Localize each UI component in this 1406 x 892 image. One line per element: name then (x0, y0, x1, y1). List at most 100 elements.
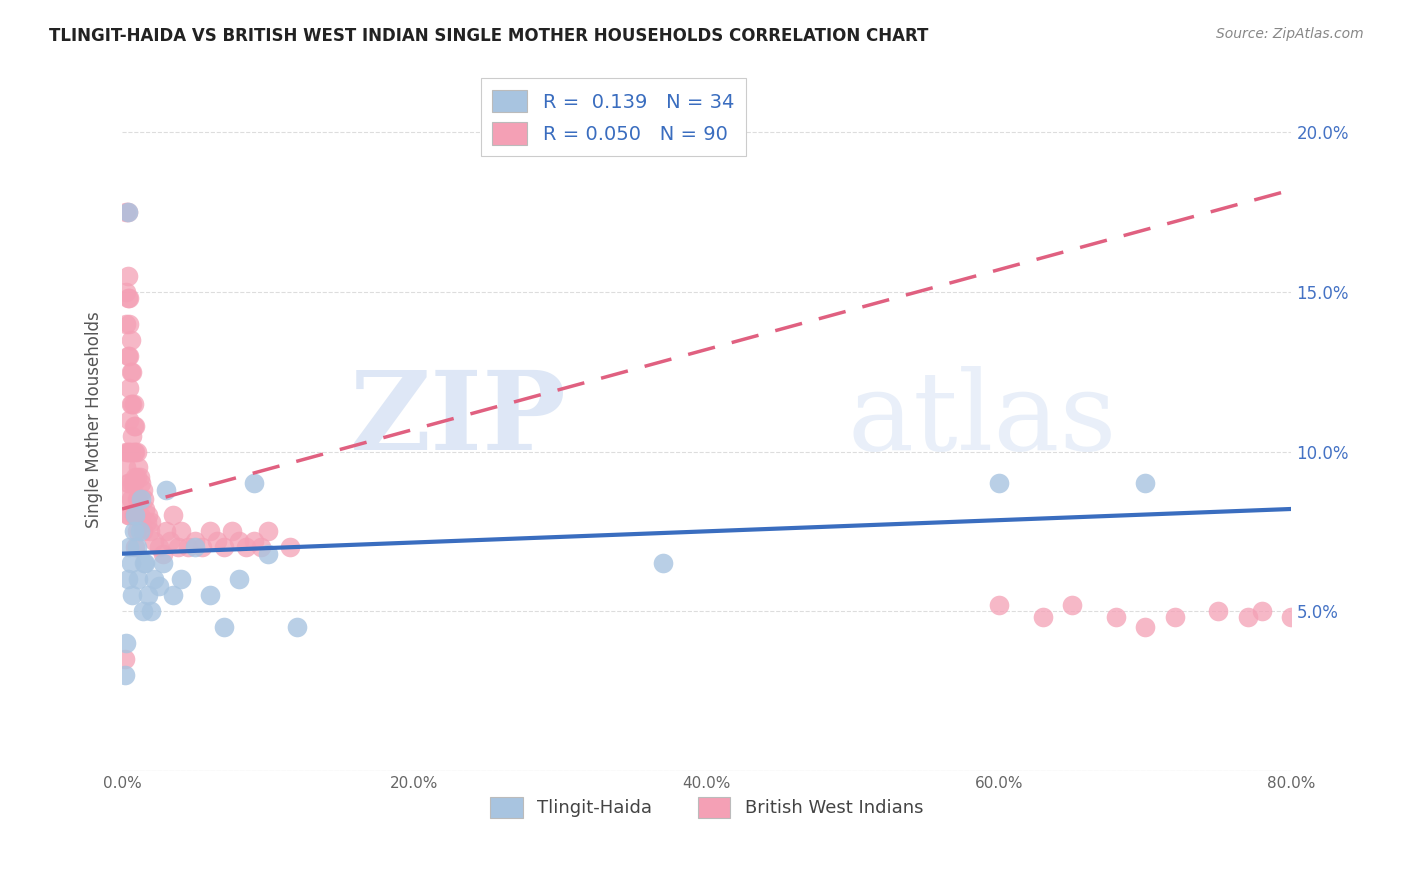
Point (1163, 610, 1185, 624)
Point (235, 541, 257, 555)
Point (115, 205, 138, 219)
Point (1251, 604, 1274, 618)
Point (117, 349, 139, 363)
Point (117, 205, 139, 219)
Point (132, 492, 155, 507)
Point (114, 652, 136, 666)
Point (257, 524, 280, 539)
Point (118, 317, 141, 331)
Point (131, 524, 153, 539)
Point (117, 444, 139, 458)
Point (121, 476, 143, 491)
Point (129, 515, 152, 529)
Point (148, 578, 170, 592)
Point (122, 419, 145, 434)
Text: TLINGIT-HAIDA VS BRITISH WEST INDIAN SINGLE MOTHER HOUSEHOLDS CORRELATION CHART: TLINGIT-HAIDA VS BRITISH WEST INDIAN SIN… (49, 27, 928, 45)
Point (124, 541, 146, 555)
Point (127, 460, 149, 475)
Point (257, 547, 280, 561)
Point (121, 397, 143, 411)
Point (166, 541, 188, 555)
Point (117, 572, 139, 586)
Point (138, 588, 160, 602)
Point (152, 547, 174, 561)
Point (278, 541, 301, 555)
Point (124, 470, 146, 484)
Point (124, 444, 146, 458)
Point (1062, 598, 1084, 612)
Text: Source: ZipAtlas.com: Source: ZipAtlas.com (1216, 27, 1364, 41)
Point (143, 533, 166, 548)
Point (121, 428, 143, 442)
Text: ZIP: ZIP (350, 366, 567, 473)
Point (132, 556, 155, 570)
Point (121, 588, 143, 602)
Point (228, 533, 250, 548)
Point (287, 620, 309, 634)
Point (128, 470, 150, 484)
Point (127, 492, 149, 507)
Point (191, 541, 214, 555)
Point (124, 508, 146, 523)
Point (128, 508, 150, 523)
Point (1208, 604, 1230, 618)
Point (159, 533, 181, 548)
Point (988, 598, 1011, 612)
Point (120, 333, 142, 347)
Point (148, 541, 170, 555)
Point (141, 604, 163, 618)
Point (121, 365, 143, 379)
Point (115, 285, 138, 299)
Point (122, 444, 145, 458)
Point (242, 533, 264, 548)
Point (120, 444, 142, 458)
Point (124, 508, 146, 523)
Point (162, 508, 184, 523)
Point (129, 476, 152, 491)
Point (128, 524, 150, 539)
Point (242, 476, 264, 491)
Point (1236, 610, 1258, 624)
Point (198, 524, 221, 539)
Point (125, 541, 148, 555)
Point (1032, 610, 1054, 624)
Point (125, 470, 148, 484)
Point (118, 349, 141, 363)
Point (122, 508, 145, 523)
Point (122, 397, 145, 411)
Point (139, 524, 162, 539)
Point (152, 556, 174, 570)
Point (198, 588, 221, 602)
Point (125, 524, 148, 539)
Point (1135, 620, 1157, 634)
Point (117, 205, 139, 219)
Point (117, 508, 139, 523)
Point (138, 508, 160, 523)
Point (988, 476, 1011, 491)
Point (135, 515, 157, 529)
Point (115, 444, 138, 458)
Point (221, 524, 243, 539)
Point (118, 444, 141, 458)
Y-axis label: Single Mother Households: Single Mother Households (86, 311, 103, 528)
Point (115, 317, 138, 331)
Point (169, 572, 191, 586)
Point (125, 444, 148, 458)
Point (118, 508, 141, 523)
Point (155, 483, 177, 497)
Point (250, 541, 273, 555)
Point (122, 476, 145, 491)
Point (117, 291, 139, 305)
Point (228, 572, 250, 586)
Point (120, 397, 142, 411)
Point (118, 291, 141, 305)
Point (118, 476, 141, 491)
Point (177, 541, 200, 555)
Point (129, 492, 152, 507)
Point (205, 533, 228, 548)
Point (1105, 610, 1128, 624)
Point (131, 483, 153, 497)
Point (114, 668, 136, 682)
Point (169, 524, 191, 539)
Point (120, 556, 142, 570)
